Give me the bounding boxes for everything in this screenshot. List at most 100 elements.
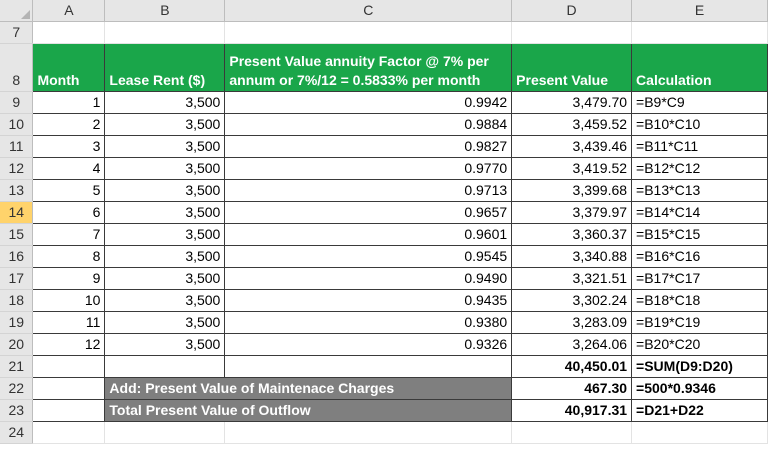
cell-present-value[interactable]: 3,340.88 [511, 245, 633, 268]
cell-calculation[interactable]: =B15*C15 [631, 223, 768, 246]
cell-total-formula[interactable]: =D21+D22 [631, 399, 768, 422]
cell-present-value[interactable]: 3,321.51 [511, 267, 633, 290]
column-header-c[interactable]: C [224, 0, 513, 22]
cell-present-value[interactable]: 3,283.09 [511, 311, 633, 334]
cell-c7[interactable] [224, 21, 513, 44]
cell-month[interactable]: 5 [32, 179, 106, 202]
header-calculation[interactable]: Calculation [631, 43, 768, 92]
cell-c21[interactable] [224, 355, 513, 378]
row-header-22[interactable]: 22 [0, 377, 34, 400]
cell-lease-rent[interactable]: 3,500 [104, 311, 226, 334]
cell-calculation[interactable]: =B19*C19 [631, 311, 768, 334]
cell-calculation[interactable]: =B18*C18 [631, 289, 768, 312]
header-month[interactable]: Month [32, 43, 106, 92]
cell-lease-rent[interactable]: 3,500 [104, 201, 226, 224]
total-outflow-label[interactable]: Total Present Value of Outflow [104, 399, 513, 422]
row-header-21[interactable]: 21 [0, 355, 34, 378]
row-header-8[interactable]: 8 [0, 43, 34, 92]
cell-a7[interactable] [32, 21, 106, 44]
cell-pv-factor[interactable]: 0.9545 [224, 245, 513, 268]
row-header[interactable]: 11 [0, 135, 34, 158]
row-header[interactable]: 20 [0, 333, 34, 356]
cell-c24[interactable] [224, 421, 513, 444]
cell-lease-rent[interactable]: 3,500 [104, 245, 226, 268]
cell-calculation[interactable]: =B12*C12 [631, 157, 768, 180]
row-header[interactable]: 10 [0, 113, 34, 136]
row-header[interactable]: 14 [0, 201, 34, 224]
column-header-d[interactable]: D [511, 0, 633, 22]
cell-b7[interactable] [104, 21, 226, 44]
cell-calculation[interactable]: =B13*C13 [631, 179, 768, 202]
cell-calculation[interactable]: =B20*C20 [631, 333, 768, 356]
cell-maintenance-value[interactable]: 467.30 [511, 377, 633, 400]
cell-sum-value[interactable]: 40,450.01 [511, 355, 633, 378]
header-present-value[interactable]: Present Value [511, 43, 633, 92]
cell-month[interactable]: 3 [32, 135, 106, 158]
cell-total-value[interactable]: 40,917.31 [511, 399, 633, 422]
cell-month[interactable]: 8 [32, 245, 106, 268]
cell-e24[interactable] [631, 421, 768, 444]
cell-lease-rent[interactable]: 3,500 [104, 157, 226, 180]
cell-sum-formula[interactable]: =SUM(D9:D20) [631, 355, 768, 378]
row-header[interactable]: 16 [0, 245, 34, 268]
row-header[interactable]: 15 [0, 223, 34, 246]
cell-pv-factor[interactable]: 0.9435 [224, 289, 513, 312]
cell-b24[interactable] [104, 421, 226, 444]
cell-a22[interactable] [32, 377, 106, 400]
cell-a24[interactable] [32, 421, 106, 444]
cell-pv-factor[interactable]: 0.9713 [224, 179, 513, 202]
cell-pv-factor[interactable]: 0.9601 [224, 223, 513, 246]
cell-present-value[interactable]: 3,399.68 [511, 179, 633, 202]
header-pv-factor[interactable]: Present Value annuity Factor @ 7% per an… [224, 43, 513, 92]
column-header-e[interactable]: E [631, 0, 768, 22]
cell-pv-factor[interactable]: 0.9770 [224, 157, 513, 180]
cell-b21[interactable] [104, 355, 226, 378]
maintenance-label[interactable]: Add: Present Value of Maintenace Charges [104, 377, 513, 400]
column-header-b[interactable]: B [104, 0, 226, 22]
cell-calculation[interactable]: =B10*C10 [631, 113, 768, 136]
cell-present-value[interactable]: 3,439.46 [511, 135, 633, 158]
cell-month[interactable]: 1 [32, 91, 106, 114]
row-header[interactable]: 13 [0, 179, 34, 202]
cell-present-value[interactable]: 3,459.52 [511, 113, 633, 136]
row-header[interactable]: 12 [0, 157, 34, 180]
row-header[interactable]: 19 [0, 311, 34, 334]
row-header-23[interactable]: 23 [0, 399, 34, 422]
cell-d7[interactable] [511, 21, 633, 44]
cell-pv-factor[interactable]: 0.9884 [224, 113, 513, 136]
cell-lease-rent[interactable]: 3,500 [104, 289, 226, 312]
cell-a23[interactable] [32, 399, 106, 422]
row-header[interactable]: 18 [0, 289, 34, 312]
cell-pv-factor[interactable]: 0.9827 [224, 135, 513, 158]
cell-lease-rent[interactable]: 3,500 [104, 113, 226, 136]
header-lease-rent[interactable]: Lease Rent ($) [104, 43, 226, 92]
cell-month[interactable]: 11 [32, 311, 106, 334]
cell-month[interactable]: 12 [32, 333, 106, 356]
cell-lease-rent[interactable]: 3,500 [104, 91, 226, 114]
cell-present-value[interactable]: 3,360.37 [511, 223, 633, 246]
row-header[interactable]: 17 [0, 267, 34, 290]
cell-calculation[interactable]: =B14*C14 [631, 201, 768, 224]
cell-month[interactable]: 2 [32, 113, 106, 136]
cell-lease-rent[interactable]: 3,500 [104, 179, 226, 202]
cell-month[interactable]: 9 [32, 267, 106, 290]
cell-pv-factor[interactable]: 0.9657 [224, 201, 513, 224]
cell-month[interactable]: 6 [32, 201, 106, 224]
cell-calculation[interactable]: =B9*C9 [631, 91, 768, 114]
cell-present-value[interactable]: 3,419.52 [511, 157, 633, 180]
cell-lease-rent[interactable]: 3,500 [104, 267, 226, 290]
cell-e7[interactable] [631, 21, 768, 44]
cell-lease-rent[interactable]: 3,500 [104, 333, 226, 356]
cell-calculation[interactable]: =B11*C11 [631, 135, 768, 158]
cell-pv-factor[interactable]: 0.9326 [224, 333, 513, 356]
cell-lease-rent[interactable]: 3,500 [104, 223, 226, 246]
cell-pv-factor[interactable]: 0.9490 [224, 267, 513, 290]
row-header-24[interactable]: 24 [0, 421, 34, 444]
cell-present-value[interactable]: 3,379.97 [511, 201, 633, 224]
cell-pv-factor[interactable]: 0.9380 [224, 311, 513, 334]
cell-month[interactable]: 10 [32, 289, 106, 312]
cell-present-value[interactable]: 3,479.70 [511, 91, 633, 114]
cell-present-value[interactable]: 3,302.24 [511, 289, 633, 312]
cell-calculation[interactable]: =B17*C17 [631, 267, 768, 290]
row-header[interactable]: 9 [0, 91, 34, 114]
